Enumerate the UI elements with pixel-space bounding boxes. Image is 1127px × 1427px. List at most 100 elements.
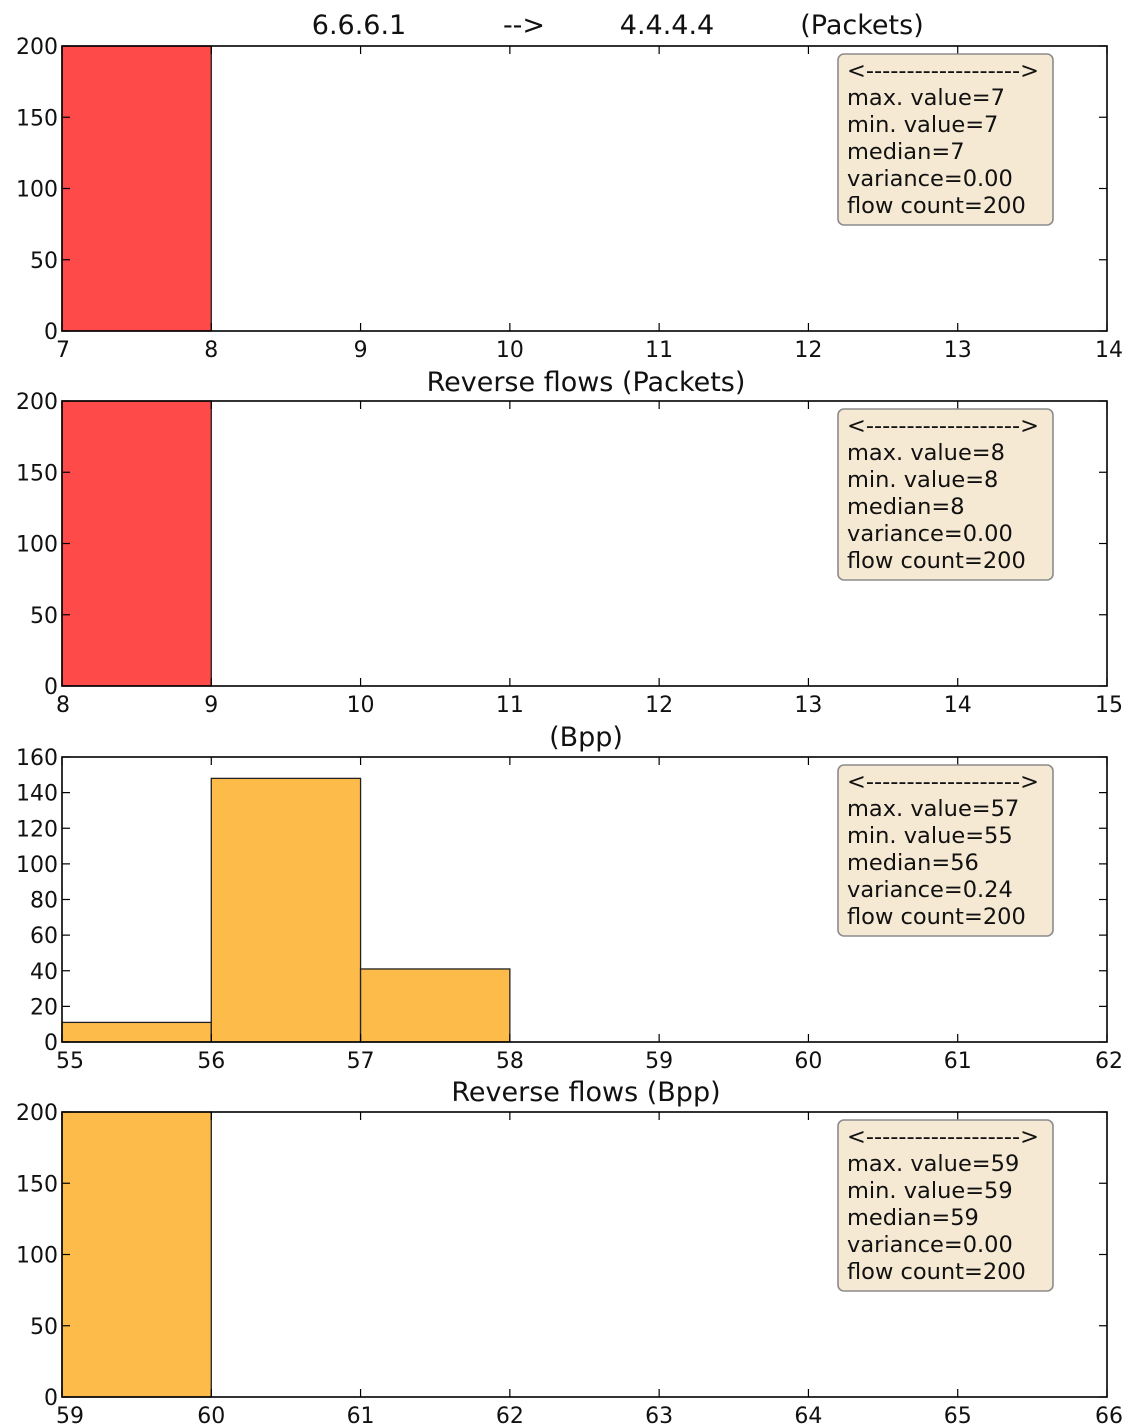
y-tick-label: 50	[30, 604, 58, 629]
x-tick-label: 12	[794, 338, 822, 363]
stats-line: <------------------->	[847, 1124, 1039, 1150]
stats-line: min. value=8	[847, 467, 998, 493]
x-tick-label: 9	[354, 338, 368, 363]
y-tick-label: 150	[16, 106, 58, 131]
stats-line: <------------------->	[847, 58, 1039, 84]
x-tick-label: 66	[1095, 1404, 1123, 1427]
stats-line: max. value=59	[847, 1151, 1019, 1177]
panel-title-part: -->	[503, 10, 545, 41]
x-tick-label: 14	[944, 693, 972, 718]
y-tick-label: 0	[44, 1031, 58, 1056]
y-tick-label: 40	[30, 960, 58, 985]
stats-line: flow count=200	[847, 904, 1026, 930]
x-tick-label: 11	[645, 338, 673, 363]
y-tick-label: 100	[16, 853, 58, 878]
stats-line: median=56	[847, 850, 979, 876]
y-tick-label: 0	[44, 1386, 58, 1411]
y-tick-label: 100	[16, 533, 58, 558]
x-tick-label: 61	[944, 1049, 972, 1074]
x-tick-label: 65	[944, 1404, 972, 1427]
x-tick-label: 63	[645, 1404, 673, 1427]
y-tick-label: 160	[16, 746, 58, 771]
y-tick-label: 200	[16, 390, 58, 415]
stats-line: flow count=200	[847, 548, 1026, 574]
x-tick-label: 59	[645, 1049, 673, 1074]
chart-panel-1: 7 8 9 10 11 12 13 14 0 50 100 150 200 6.6.6.1 --> 4.4.4…	[16, 10, 1123, 363]
x-tick-label: 60	[197, 1404, 225, 1427]
x-tick-label: 14	[1095, 338, 1123, 363]
x-tick-label: 15	[1095, 693, 1123, 718]
y-tick-label: 0	[44, 675, 58, 700]
stats-line: median=7	[847, 139, 965, 165]
x-tick-label: 11	[496, 693, 524, 718]
stats-line: min. value=55	[847, 823, 1013, 849]
x-tick-label: 8	[56, 693, 70, 718]
stats-box-background	[837, 764, 1054, 937]
x-tick-label: 59	[56, 1404, 84, 1427]
y-tick-label: 20	[30, 995, 58, 1020]
panel-title-part: (Packets)	[800, 10, 923, 41]
panel-title: Reverse flows (Packets)	[427, 367, 746, 398]
histogram-bar	[61, 1111, 212, 1398]
y-tick-label: 100	[16, 178, 58, 203]
y-tick-label: 120	[16, 817, 58, 842]
x-tick-label: 62	[496, 1404, 524, 1427]
y-tick-label: 200	[16, 35, 58, 60]
x-tick-label: 8	[204, 338, 218, 363]
stats-line: variance=0.24	[847, 877, 1013, 903]
stats-line: <------------------->	[847, 769, 1039, 795]
x-tick-label: 13	[794, 693, 822, 718]
stats-line: variance=0.00	[847, 166, 1013, 192]
histogram-bar	[359, 968, 511, 1043]
stats-line: flow count=200	[847, 193, 1026, 219]
x-tick-label: 10	[347, 693, 375, 718]
y-tick-label: 50	[30, 1315, 58, 1340]
stats-line: max. value=8	[847, 440, 1005, 466]
x-tick-label: 12	[645, 693, 673, 718]
stats-line: variance=0.00	[847, 521, 1013, 547]
stats-line: min. value=7	[847, 112, 998, 138]
x-tick-label: 64	[794, 1404, 822, 1427]
histogram-bar	[61, 45, 212, 332]
y-tick-label: 50	[30, 249, 58, 274]
stats-line: <------------------->	[847, 413, 1039, 439]
stats-line: min. value=59	[847, 1178, 1013, 1204]
stats-line: max. value=57	[847, 796, 1019, 822]
panel-title-part: 4.4.4.4	[620, 10, 714, 41]
y-tick-label: 100	[16, 1244, 58, 1269]
stats-line: max. value=7	[847, 85, 1005, 111]
panel-title: (Bpp)	[549, 722, 623, 753]
y-tick-label: 200	[16, 1101, 58, 1126]
y-tick-label: 60	[30, 924, 58, 949]
stats-line: median=8	[847, 494, 965, 520]
chart-panel-4: 59 60 61 62 63 64 65 66 0 50 100 150 200 Reverse flow…	[16, 1077, 1123, 1427]
panel-title: Reverse flows (Bpp)	[451, 1077, 720, 1108]
x-tick-label: 60	[794, 1049, 822, 1074]
y-tick-label: 80	[30, 889, 58, 914]
chart-panel-3: 55 56 57 58 59 60 61 62 0 20 40 60 80 100 120 140 160 (Bp…	[16, 722, 1123, 1074]
x-tick-label: 61	[347, 1404, 375, 1427]
x-tick-label: 57	[347, 1049, 375, 1074]
y-tick-label: 0	[44, 320, 58, 345]
stats-line: variance=0.00	[847, 1232, 1013, 1258]
stats-box-background	[837, 1119, 1054, 1292]
x-tick-label: 13	[944, 338, 972, 363]
stats-box-background	[837, 53, 1054, 226]
histogram-bar	[61, 400, 212, 687]
x-tick-label: 7	[56, 338, 70, 363]
y-tick-label: 140	[16, 782, 58, 807]
y-tick-label: 150	[16, 1172, 58, 1197]
stats-line: flow count=200	[847, 1259, 1026, 1285]
y-tick-label: 150	[16, 461, 58, 486]
histogram-bar	[210, 777, 362, 1043]
histogram-bar	[61, 1021, 212, 1043]
panel-title-part: 6.6.6.1	[312, 10, 406, 41]
x-tick-label: 56	[197, 1049, 225, 1074]
x-tick-label: 9	[204, 693, 218, 718]
stats-line: median=59	[847, 1205, 979, 1231]
x-tick-label: 62	[1095, 1049, 1123, 1074]
